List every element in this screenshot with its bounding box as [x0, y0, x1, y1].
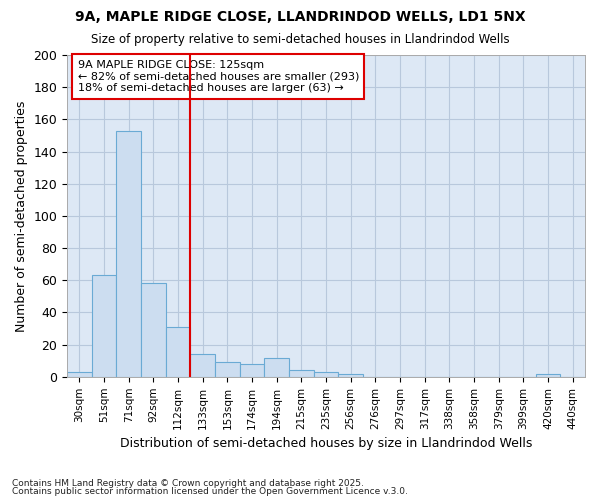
Bar: [265, 358, 289, 377]
Bar: [289, 370, 314, 377]
Bar: [67, 372, 92, 377]
Text: Contains HM Land Registry data © Crown copyright and database right 2025.: Contains HM Land Registry data © Crown c…: [12, 478, 364, 488]
Bar: [240, 364, 265, 377]
Bar: [314, 372, 338, 377]
Text: 9A MAPLE RIDGE CLOSE: 125sqm
← 82% of semi-detached houses are smaller (293)
18%: 9A MAPLE RIDGE CLOSE: 125sqm ← 82% of se…: [77, 60, 359, 93]
Bar: [116, 130, 141, 377]
Y-axis label: Number of semi-detached properties: Number of semi-detached properties: [15, 100, 28, 332]
Bar: [166, 327, 190, 377]
Bar: [141, 284, 166, 377]
Bar: [190, 354, 215, 377]
Text: Size of property relative to semi-detached houses in Llandrindod Wells: Size of property relative to semi-detach…: [91, 32, 509, 46]
Bar: [338, 374, 363, 377]
X-axis label: Distribution of semi-detached houses by size in Llandrindod Wells: Distribution of semi-detached houses by …: [120, 437, 532, 450]
Text: Contains public sector information licensed under the Open Government Licence v.: Contains public sector information licen…: [12, 487, 408, 496]
Bar: [536, 374, 560, 377]
Bar: [92, 276, 116, 377]
Text: 9A, MAPLE RIDGE CLOSE, LLANDRINDOD WELLS, LD1 5NX: 9A, MAPLE RIDGE CLOSE, LLANDRINDOD WELLS…: [74, 10, 526, 24]
Bar: [215, 362, 240, 377]
